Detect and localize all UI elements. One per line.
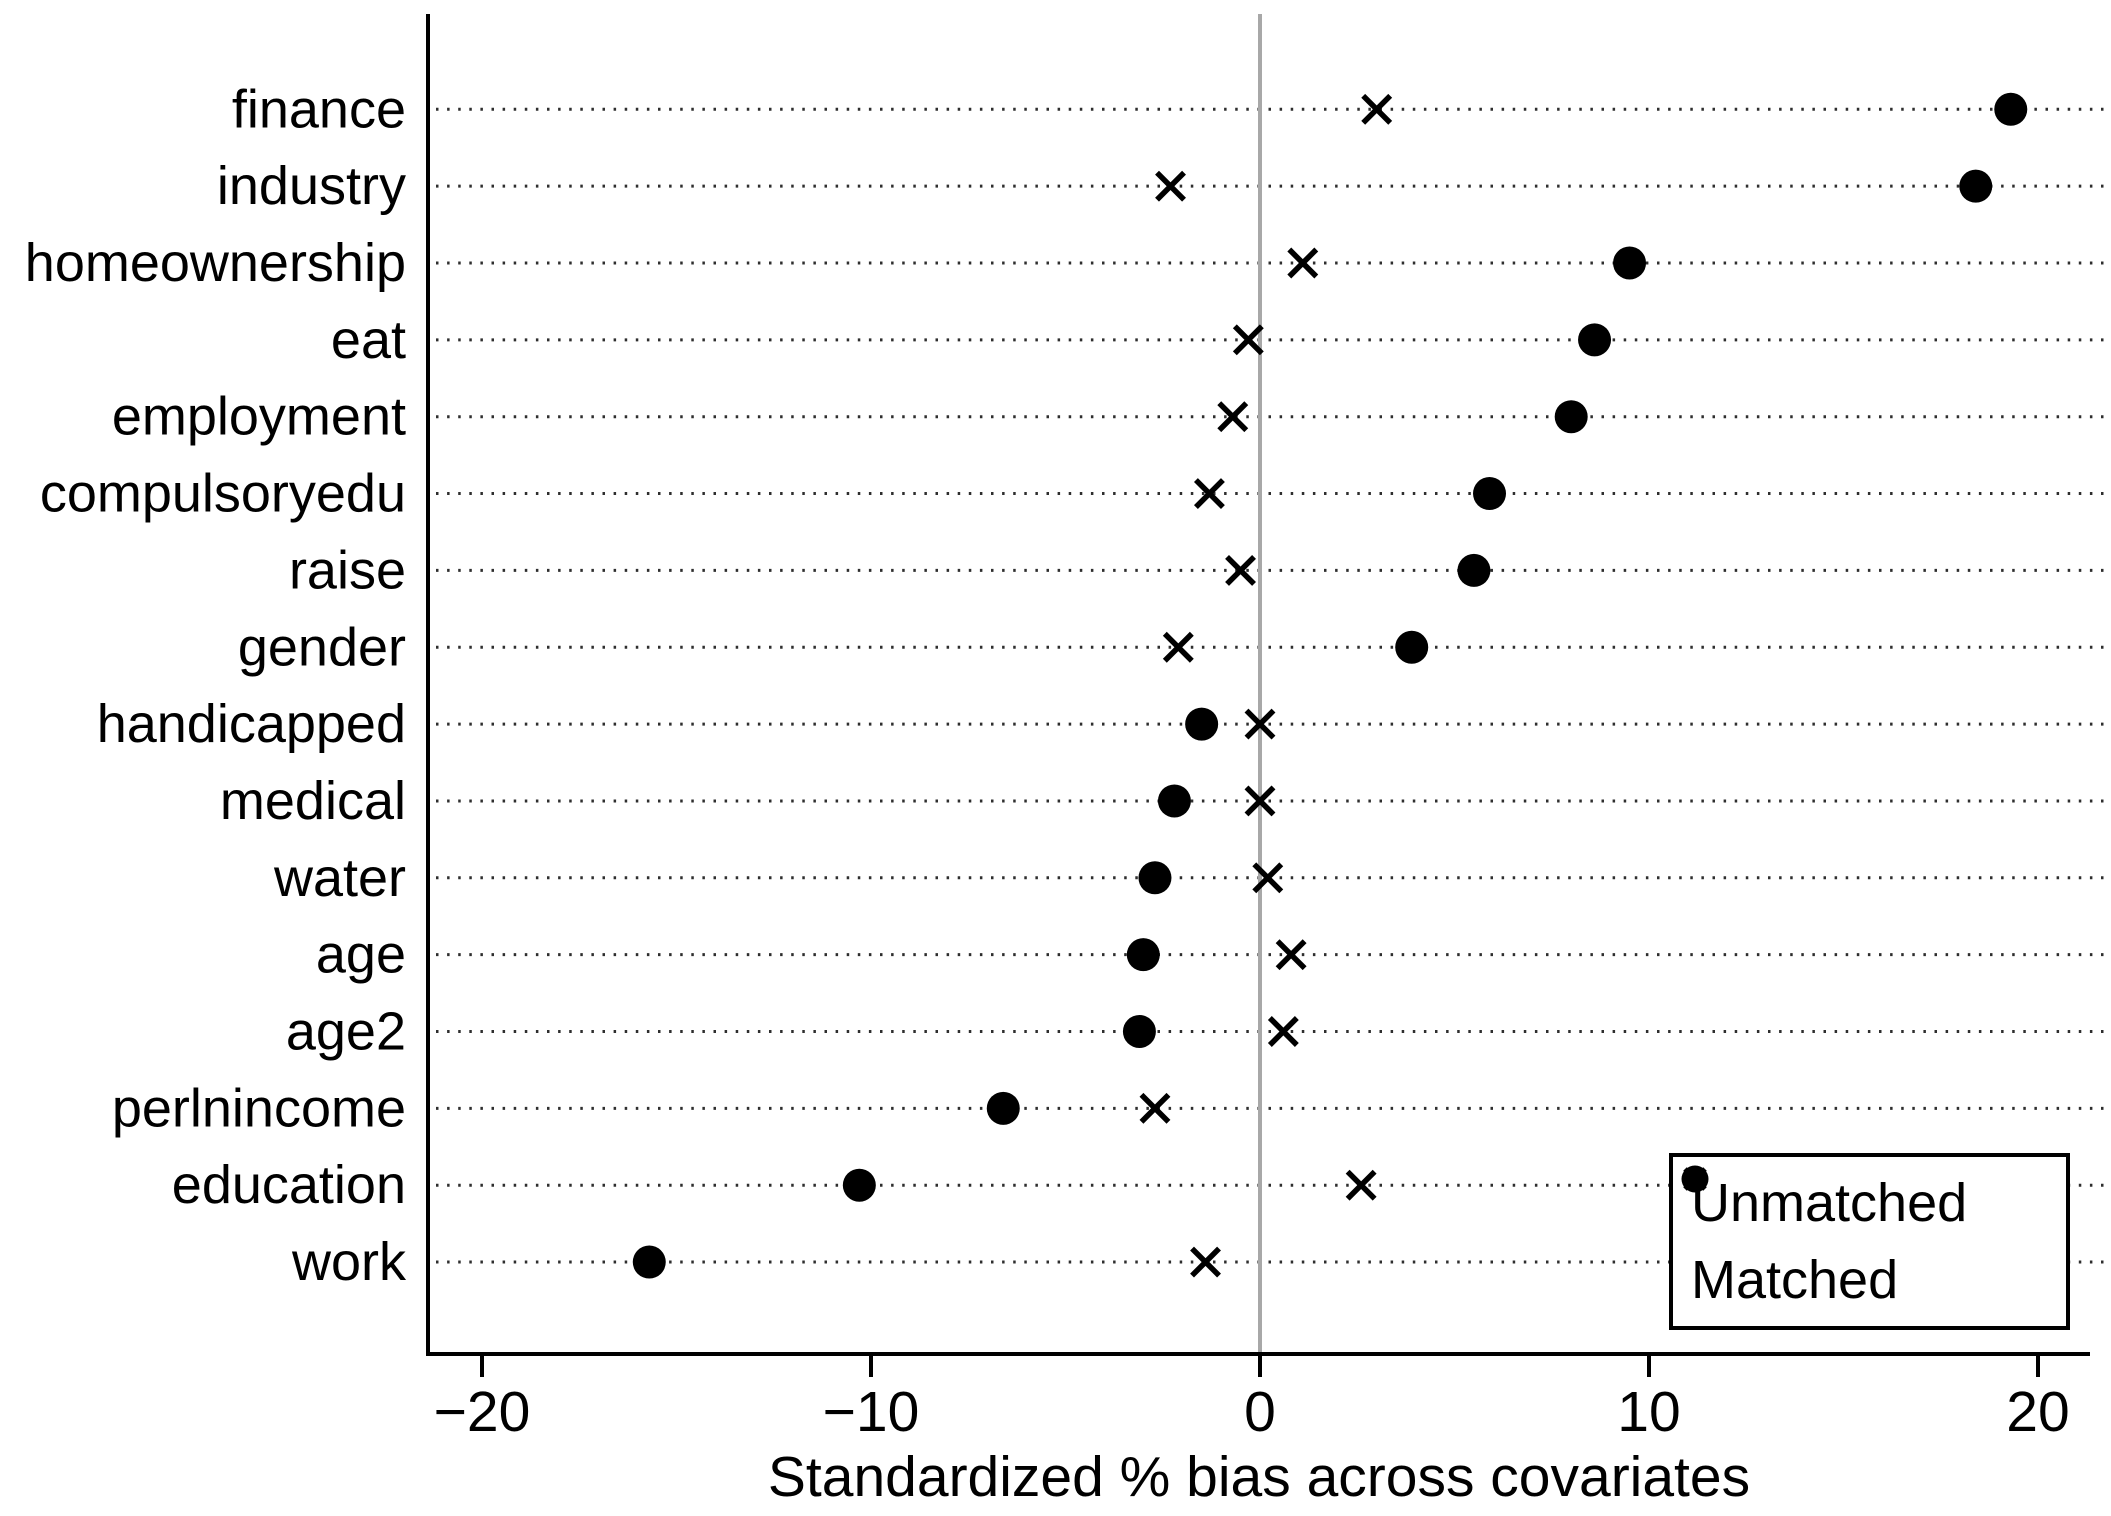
x-tick-label: 10: [1617, 1380, 1680, 1444]
unmatched-marker-compulsoryedu: [1473, 477, 1507, 511]
matched-marker-work: [1190, 1246, 1221, 1278]
category-label-homeownership: homeownership: [25, 233, 406, 293]
category-label-gender: gender: [238, 617, 406, 677]
matched-marker-industry: [1155, 170, 1186, 202]
unmatched-marker-eat: [1578, 323, 1612, 357]
x-tick-label: −10: [823, 1380, 920, 1444]
matched-marker-medical: [1244, 785, 1276, 817]
category-label-industry: industry: [217, 156, 406, 216]
matched-marker-water: [1252, 862, 1284, 894]
legend-label-matched: Matched: [1691, 1249, 1899, 1310]
unmatched-marker-raise: [1457, 553, 1491, 587]
matched-marker-handicapped: [1244, 708, 1276, 740]
matched-marker-eat: [1232, 324, 1264, 356]
category-label-age2: age2: [286, 1002, 406, 1062]
matched-marker-employment: [1217, 401, 1249, 433]
category-label-work: work: [291, 1232, 407, 1292]
matched-marker-compulsoryedu: [1193, 478, 1225, 509]
category-label-employment: employment: [112, 387, 406, 447]
legend-item-matched: Matched: [1683, 1167, 2066, 1310]
unmatched-marker-homeownership: [1613, 246, 1647, 280]
unmatched-marker-water: [1138, 861, 1172, 895]
category-label-age: age: [316, 925, 406, 985]
matched-marker-finance: [1361, 93, 1393, 125]
unmatched-marker-industry: [1959, 169, 1993, 203]
unmatched-marker-handicapped: [1185, 707, 1219, 741]
legend-item-unmatched: Unmatched: [1681, 1165, 2066, 1234]
matched-marker-perlnincome: [1139, 1092, 1171, 1124]
matched-marker-gender: [1162, 631, 1194, 663]
category-label-medical: medical: [220, 771, 406, 831]
matched-marker-homeownership: [1287, 247, 1319, 279]
category-label-education: education: [172, 1155, 406, 1215]
category-label-eat: eat: [331, 310, 406, 370]
x-tick-label: −20: [434, 1380, 531, 1444]
unmatched-marker-perlnincome: [986, 1091, 1020, 1125]
matched-marker-education: [1345, 1169, 1377, 1201]
x-tick-label: 20: [2006, 1380, 2069, 1444]
category-label-raise: raise: [289, 540, 406, 600]
matched-x-icon: [1683, 1167, 1707, 1191]
category-label-compulsoryedu: compulsoryedu: [40, 464, 406, 524]
matched-marker-raise: [1225, 554, 1256, 586]
matched-marker-age: [1275, 939, 1307, 971]
x-axis-title: Standardized % bias across covariates: [767, 1445, 1751, 1509]
unmatched-marker-finance: [1994, 92, 2028, 126]
unmatched-marker-education: [842, 1168, 876, 1202]
unmatched-marker-work: [632, 1245, 666, 1279]
category-label-handicapped: handicapped: [97, 694, 406, 754]
x-tick-label: 0: [1244, 1380, 1276, 1444]
unmatched-marker-age: [1126, 938, 1160, 972]
legend-box: Unmatched Matched: [1669, 1153, 2070, 1330]
category-label-finance: finance: [232, 79, 406, 139]
matched-marker-age2: [1267, 1016, 1299, 1047]
legend-label-unmatched: Unmatched: [1691, 1173, 1968, 1234]
category-label-water: water: [273, 848, 406, 908]
unmatched-marker-employment: [1554, 400, 1588, 434]
unmatched-marker-age2: [1122, 1015, 1156, 1048]
category-label-perlnincome: perlnincome: [112, 1078, 406, 1138]
unmatched-marker-gender: [1395, 630, 1429, 664]
unmatched-marker-medical: [1157, 784, 1191, 818]
